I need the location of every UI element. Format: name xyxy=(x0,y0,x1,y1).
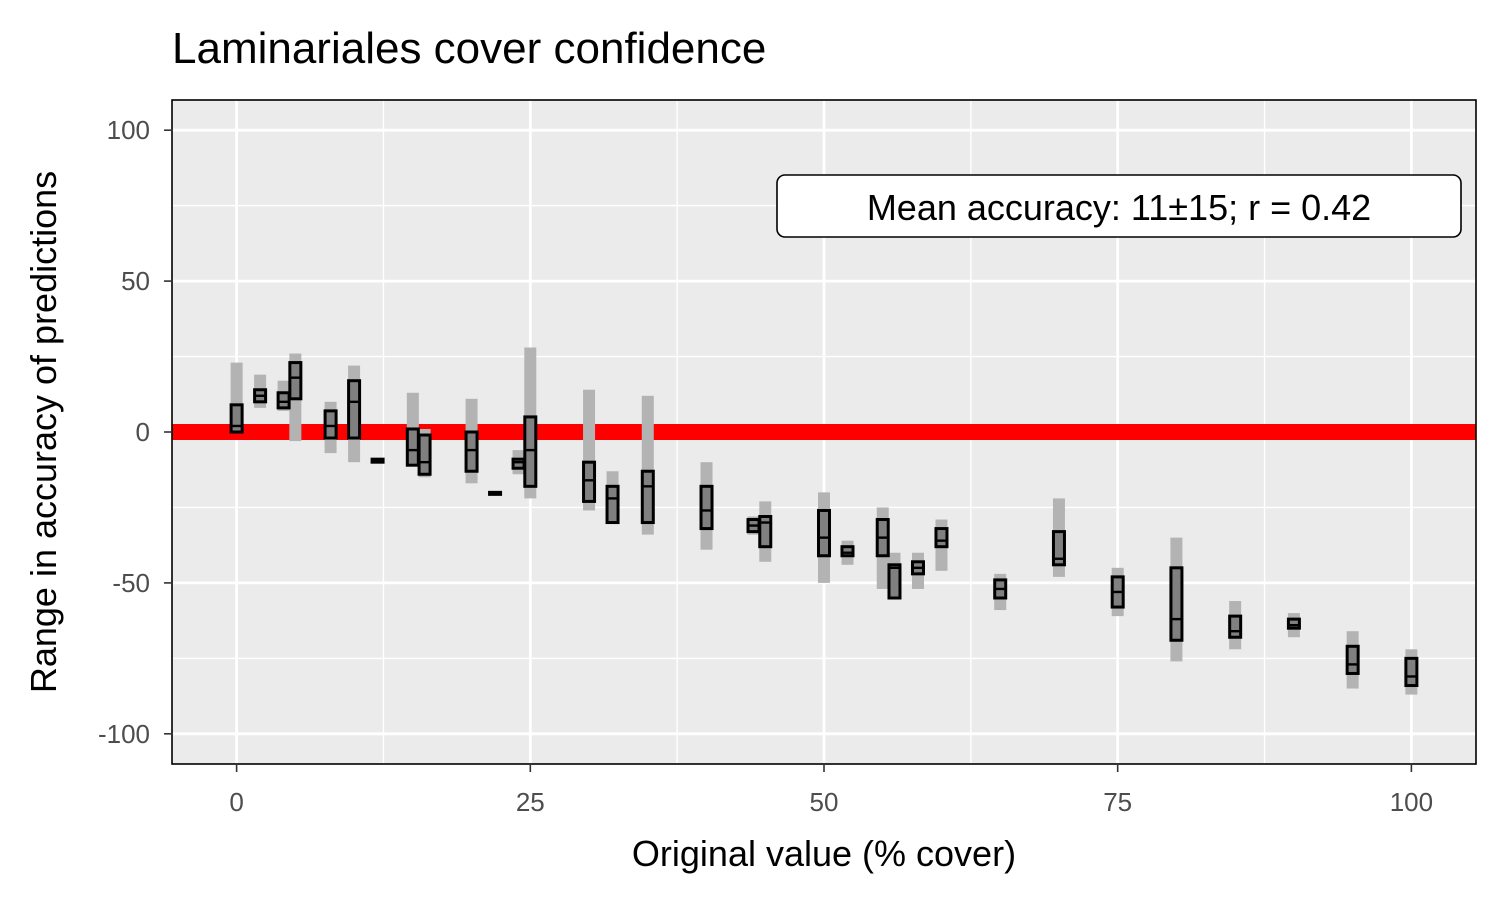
box xyxy=(758,515,773,549)
y-tick-label: 100 xyxy=(107,115,150,145)
x-tick-label: 0 xyxy=(229,787,243,817)
box xyxy=(1404,656,1419,688)
y-axis-title: Range in accuracy of predictions xyxy=(23,171,64,693)
box xyxy=(640,469,655,525)
box xyxy=(323,409,338,440)
box xyxy=(511,457,526,470)
box xyxy=(229,403,244,434)
box xyxy=(464,430,479,473)
box xyxy=(582,460,597,503)
x-tick-label: 75 xyxy=(1103,787,1132,817)
chart-title: Laminariales cover confidence xyxy=(172,24,766,73)
x-tick-label: 50 xyxy=(810,787,839,817)
box xyxy=(417,433,432,476)
box xyxy=(1228,614,1243,639)
box xyxy=(1345,644,1360,675)
median-lines xyxy=(231,376,1417,678)
y-axis: -100 -50 0 50 100 xyxy=(98,115,172,749)
y-tick-label: 0 xyxy=(136,417,150,447)
y-tick-label: 50 xyxy=(121,266,150,296)
box xyxy=(840,545,855,558)
annotation-box: Mean accuracy: 11±15; r = 0.42 xyxy=(776,174,1462,238)
x-axis-title: Original value (% cover) xyxy=(632,833,1016,874)
x-tick-label: 25 xyxy=(516,787,545,817)
annotation-frame xyxy=(776,174,1462,238)
y-tick-label: -100 xyxy=(98,719,150,749)
box xyxy=(1051,530,1066,567)
box xyxy=(934,527,949,549)
box xyxy=(605,484,620,525)
box xyxy=(887,563,902,600)
box xyxy=(405,427,420,467)
box xyxy=(1286,617,1301,630)
y-tick-label: -50 xyxy=(112,568,150,598)
box xyxy=(817,508,831,558)
box xyxy=(523,415,538,488)
x-tick-label: 100 xyxy=(1390,787,1433,817)
box xyxy=(699,484,714,531)
box xyxy=(347,379,362,440)
box xyxy=(288,361,303,401)
annotation-text: Mean accuracy: 11±15; r = 0.42 xyxy=(867,187,1371,228)
box xyxy=(1169,566,1184,642)
box xyxy=(276,391,291,410)
x-axis: 0 25 50 75 100 xyxy=(229,764,1433,817)
